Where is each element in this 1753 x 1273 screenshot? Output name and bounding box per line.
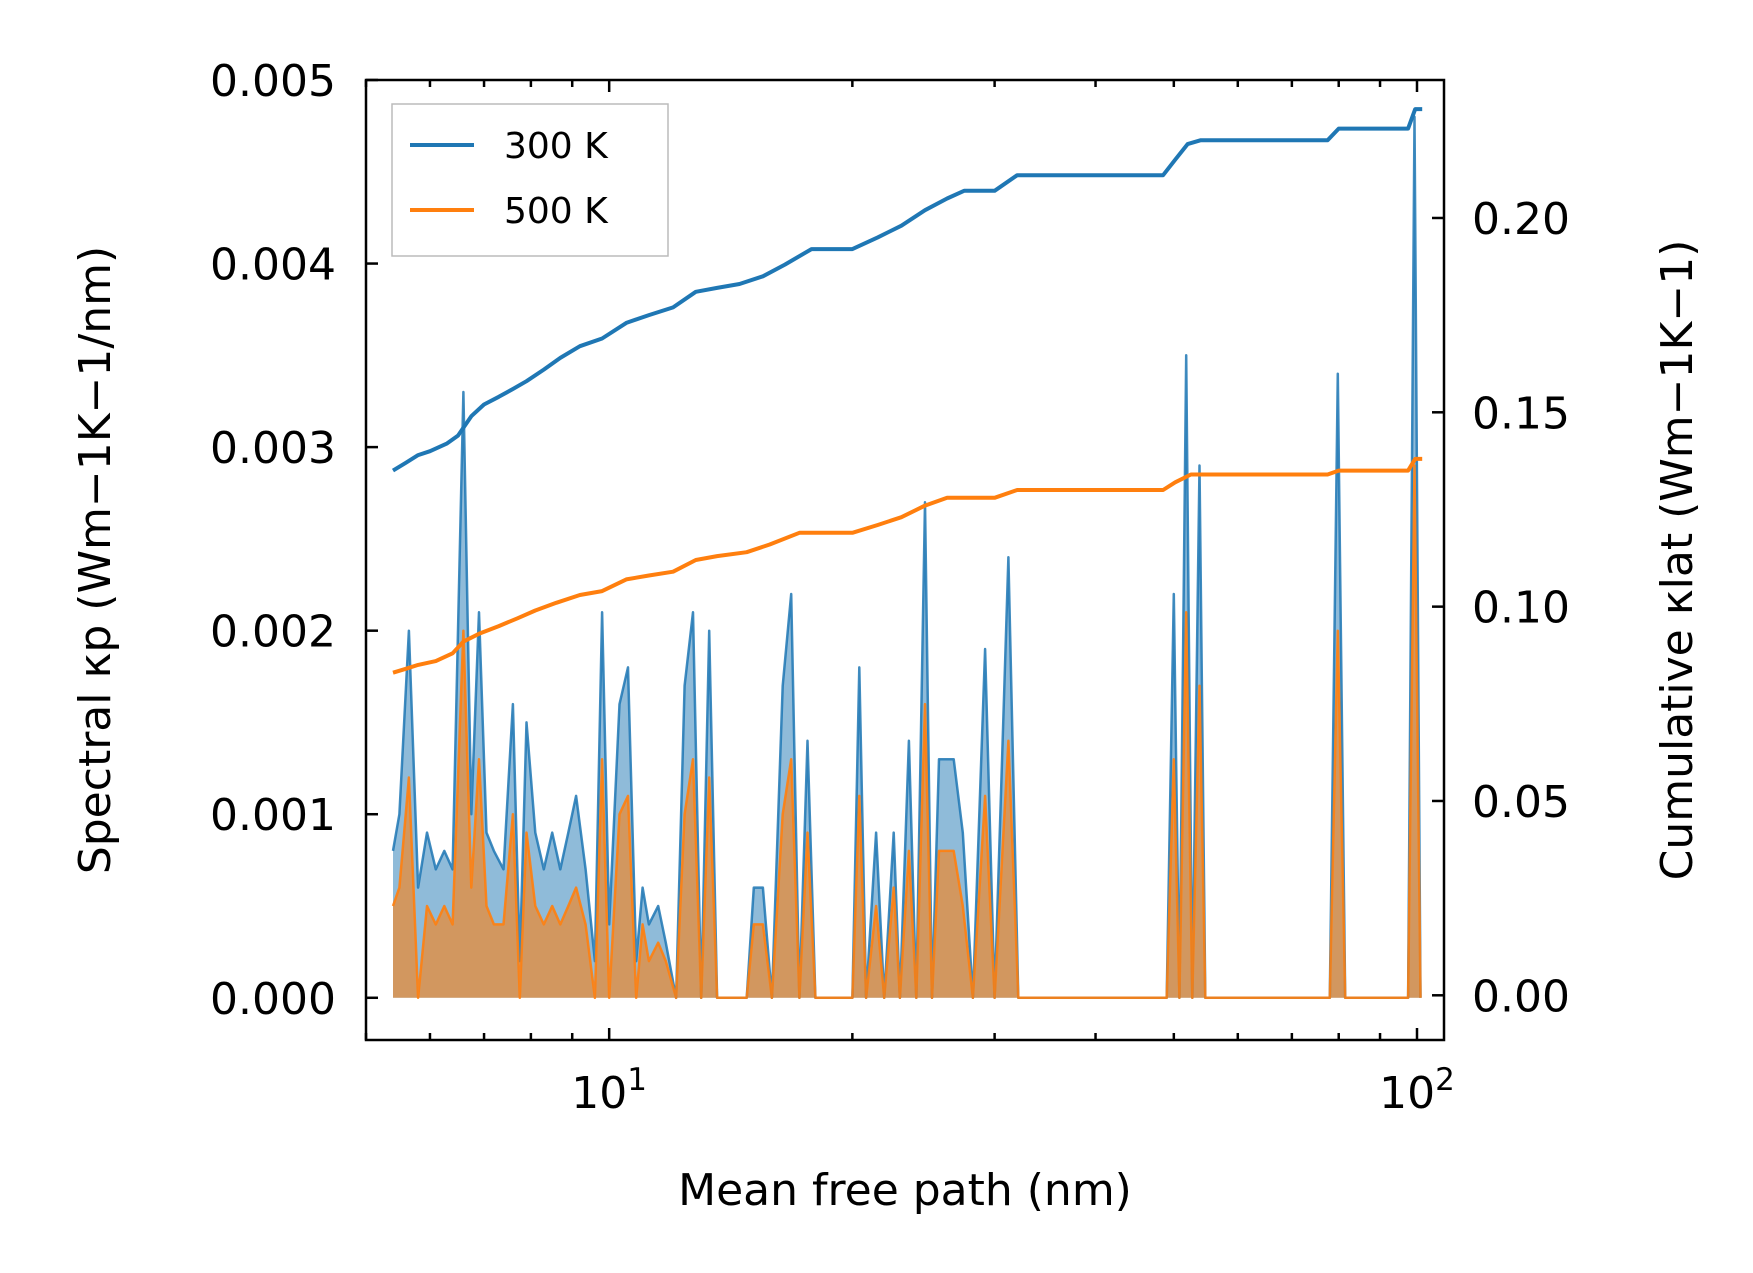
y-left-tick-label: 0.002: [210, 607, 336, 658]
spectral-line-300k: [391, 115, 1422, 1000]
y-axis-left-title: Spectral κp (Wm−1K−1/nm): [70, 246, 121, 874]
y-right-tick-label: 0.00: [1472, 971, 1570, 1022]
cumulative-line-300k: [391, 107, 1423, 473]
y-right-tick-label: 0.15: [1472, 388, 1570, 439]
y-left-tick-label: 0.005: [210, 56, 336, 107]
x-tick-label: 102: [1379, 1062, 1455, 1119]
cumulative-line-group: [391, 107, 1423, 675]
plot-frame: [364, 78, 1446, 1042]
x-tick-label: 101: [571, 1062, 647, 1119]
cumulative-line-500k: [392, 456, 1423, 675]
x-axis-title: Mean free path (nm): [678, 1165, 1132, 1216]
y-axis-right: 0.00 0.05 0.10 0.15 0.20: [1432, 194, 1570, 1022]
y-right-tick-label: 0.05: [1472, 777, 1570, 828]
y-axis-right-title: Cumulative κlat (Wm−1K−1): [1652, 240, 1703, 881]
y-axis-left: 0.000 0.001 0.002 0.003 0.004 0.005: [210, 56, 378, 1025]
legend-box: [391, 103, 669, 257]
legend-label-500k: 500 K: [504, 191, 609, 232]
spectral-line-group: [391, 115, 1422, 1000]
y-right-tick-label: 0.20: [1472, 194, 1570, 245]
y-right-tick-label: 0.10: [1472, 583, 1570, 634]
y-left-tick-label: 0.000: [210, 974, 336, 1025]
y-left-tick-label: 0.001: [210, 790, 336, 841]
legend: 300 K 500 K: [391, 103, 669, 257]
y-left-tick-label: 0.003: [210, 423, 336, 474]
legend-label-300k: 300 K: [504, 126, 609, 167]
y-left-tick-label: 0.004: [210, 240, 336, 291]
spectral-line-500k: [391, 464, 1422, 1000]
x-axis: 101 102: [364, 80, 1455, 1119]
